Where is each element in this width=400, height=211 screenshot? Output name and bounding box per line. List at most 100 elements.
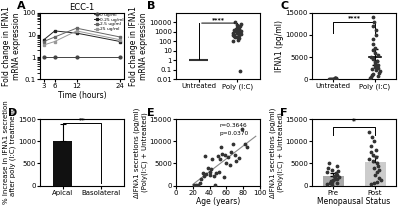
25 ug/ml xyxy=(52,40,57,43)
Point xyxy=(368,55,374,59)
Line: 2.5 ug/ml: 2.5 ug/ml xyxy=(42,27,122,43)
Point xyxy=(331,178,338,181)
Title: ECC-1: ECC-1 xyxy=(69,3,95,12)
Bar xyxy=(364,162,386,186)
Legend: 0 ug/ml, 0.25 ug/ml, 2.5 ug/ml, 25 ug/ml: 0 ug/ml, 0.25 ug/ml, 2.5 ug/ml, 25 ug/ml xyxy=(94,13,124,31)
Point xyxy=(212,184,218,187)
Point xyxy=(332,77,338,80)
0 ug/ml xyxy=(52,56,57,58)
Point xyxy=(369,15,376,19)
Point xyxy=(206,170,213,174)
Point xyxy=(334,181,340,185)
Point xyxy=(372,155,379,158)
Point xyxy=(374,66,381,70)
X-axis label: Menopausal Status: Menopausal Status xyxy=(317,197,391,206)
Point xyxy=(195,184,201,187)
Text: A: A xyxy=(16,1,25,11)
Y-axis label: IFNλ1 (pg/ml): IFNλ1 (pg/ml) xyxy=(275,20,284,72)
Point xyxy=(332,77,338,81)
Point xyxy=(234,36,240,39)
Point xyxy=(367,76,374,80)
Point xyxy=(370,160,376,163)
Point xyxy=(370,38,376,41)
Point xyxy=(235,38,242,41)
Point xyxy=(211,175,217,178)
Point xyxy=(332,77,339,81)
Point xyxy=(238,128,245,131)
Point xyxy=(205,166,211,169)
2.5 ug/ml xyxy=(74,27,79,29)
Point xyxy=(370,140,377,143)
Y-axis label: ΔIFNλ1 secretions (pg/ml)
(Poly(I:C) + Untreated): ΔIFNλ1 secretions (pg/ml) (Poly(I:C) + U… xyxy=(134,107,148,197)
Point xyxy=(236,29,242,32)
Point xyxy=(225,156,231,159)
Point xyxy=(326,77,332,81)
Point xyxy=(375,63,382,67)
0.25 ug/ml xyxy=(52,30,57,32)
Point xyxy=(191,183,198,187)
Point xyxy=(227,150,234,153)
Point xyxy=(327,180,334,183)
Point xyxy=(376,70,383,73)
Text: C: C xyxy=(280,1,288,11)
Point xyxy=(366,131,372,134)
Point xyxy=(231,35,238,38)
Point xyxy=(236,28,242,31)
Text: r=0.3646: r=0.3646 xyxy=(220,123,247,128)
Point xyxy=(238,22,244,25)
Text: D: D xyxy=(8,108,17,118)
Point xyxy=(371,181,378,185)
Text: ****: **** xyxy=(348,16,360,21)
Point xyxy=(324,171,330,174)
Point xyxy=(333,77,340,81)
Point xyxy=(370,58,376,61)
Point xyxy=(374,74,381,78)
Point xyxy=(374,60,380,63)
Point xyxy=(334,164,340,167)
Point xyxy=(372,61,378,64)
Point xyxy=(373,64,380,68)
Text: p=0.0370: p=0.0370 xyxy=(220,131,249,136)
Point xyxy=(213,172,220,175)
Point xyxy=(333,177,340,180)
Point xyxy=(234,29,241,32)
Point xyxy=(234,23,240,27)
Point xyxy=(238,32,244,35)
Point xyxy=(376,176,382,179)
Point xyxy=(231,33,237,37)
Point xyxy=(371,20,377,23)
Point xyxy=(242,142,248,146)
Point xyxy=(368,135,375,139)
Y-axis label: Fold change in IFNλ1
mRNA expression: Fold change in IFNλ1 mRNA expression xyxy=(2,6,21,86)
2.5 ug/ml xyxy=(42,40,46,43)
Point xyxy=(232,20,239,24)
Point xyxy=(370,24,376,28)
25 ug/ml xyxy=(118,38,122,41)
Point xyxy=(238,29,244,33)
0 ug/ml xyxy=(74,56,79,58)
Point xyxy=(372,69,379,72)
Point xyxy=(236,30,242,33)
Point xyxy=(230,33,236,36)
0.25 ug/ml xyxy=(74,32,79,34)
Text: **: ** xyxy=(79,117,85,122)
25 ug/ml xyxy=(74,30,79,32)
Point xyxy=(200,172,206,175)
0.25 ug/ml xyxy=(118,40,122,43)
Point xyxy=(237,24,243,28)
Point xyxy=(196,181,203,185)
2.5 ug/ml xyxy=(52,36,57,38)
Point xyxy=(373,33,380,37)
25 ug/ml xyxy=(42,44,46,46)
Point xyxy=(236,156,242,159)
Point xyxy=(236,32,242,36)
Point xyxy=(234,31,240,35)
Point xyxy=(372,51,378,54)
Point xyxy=(327,77,334,80)
Point xyxy=(234,26,240,30)
Point xyxy=(368,68,375,71)
Point xyxy=(235,26,242,29)
Point xyxy=(374,171,380,174)
Point xyxy=(200,174,207,178)
Y-axis label: Fold change in IFNλ1
mRNA expression: Fold change in IFNλ1 mRNA expression xyxy=(128,6,148,86)
